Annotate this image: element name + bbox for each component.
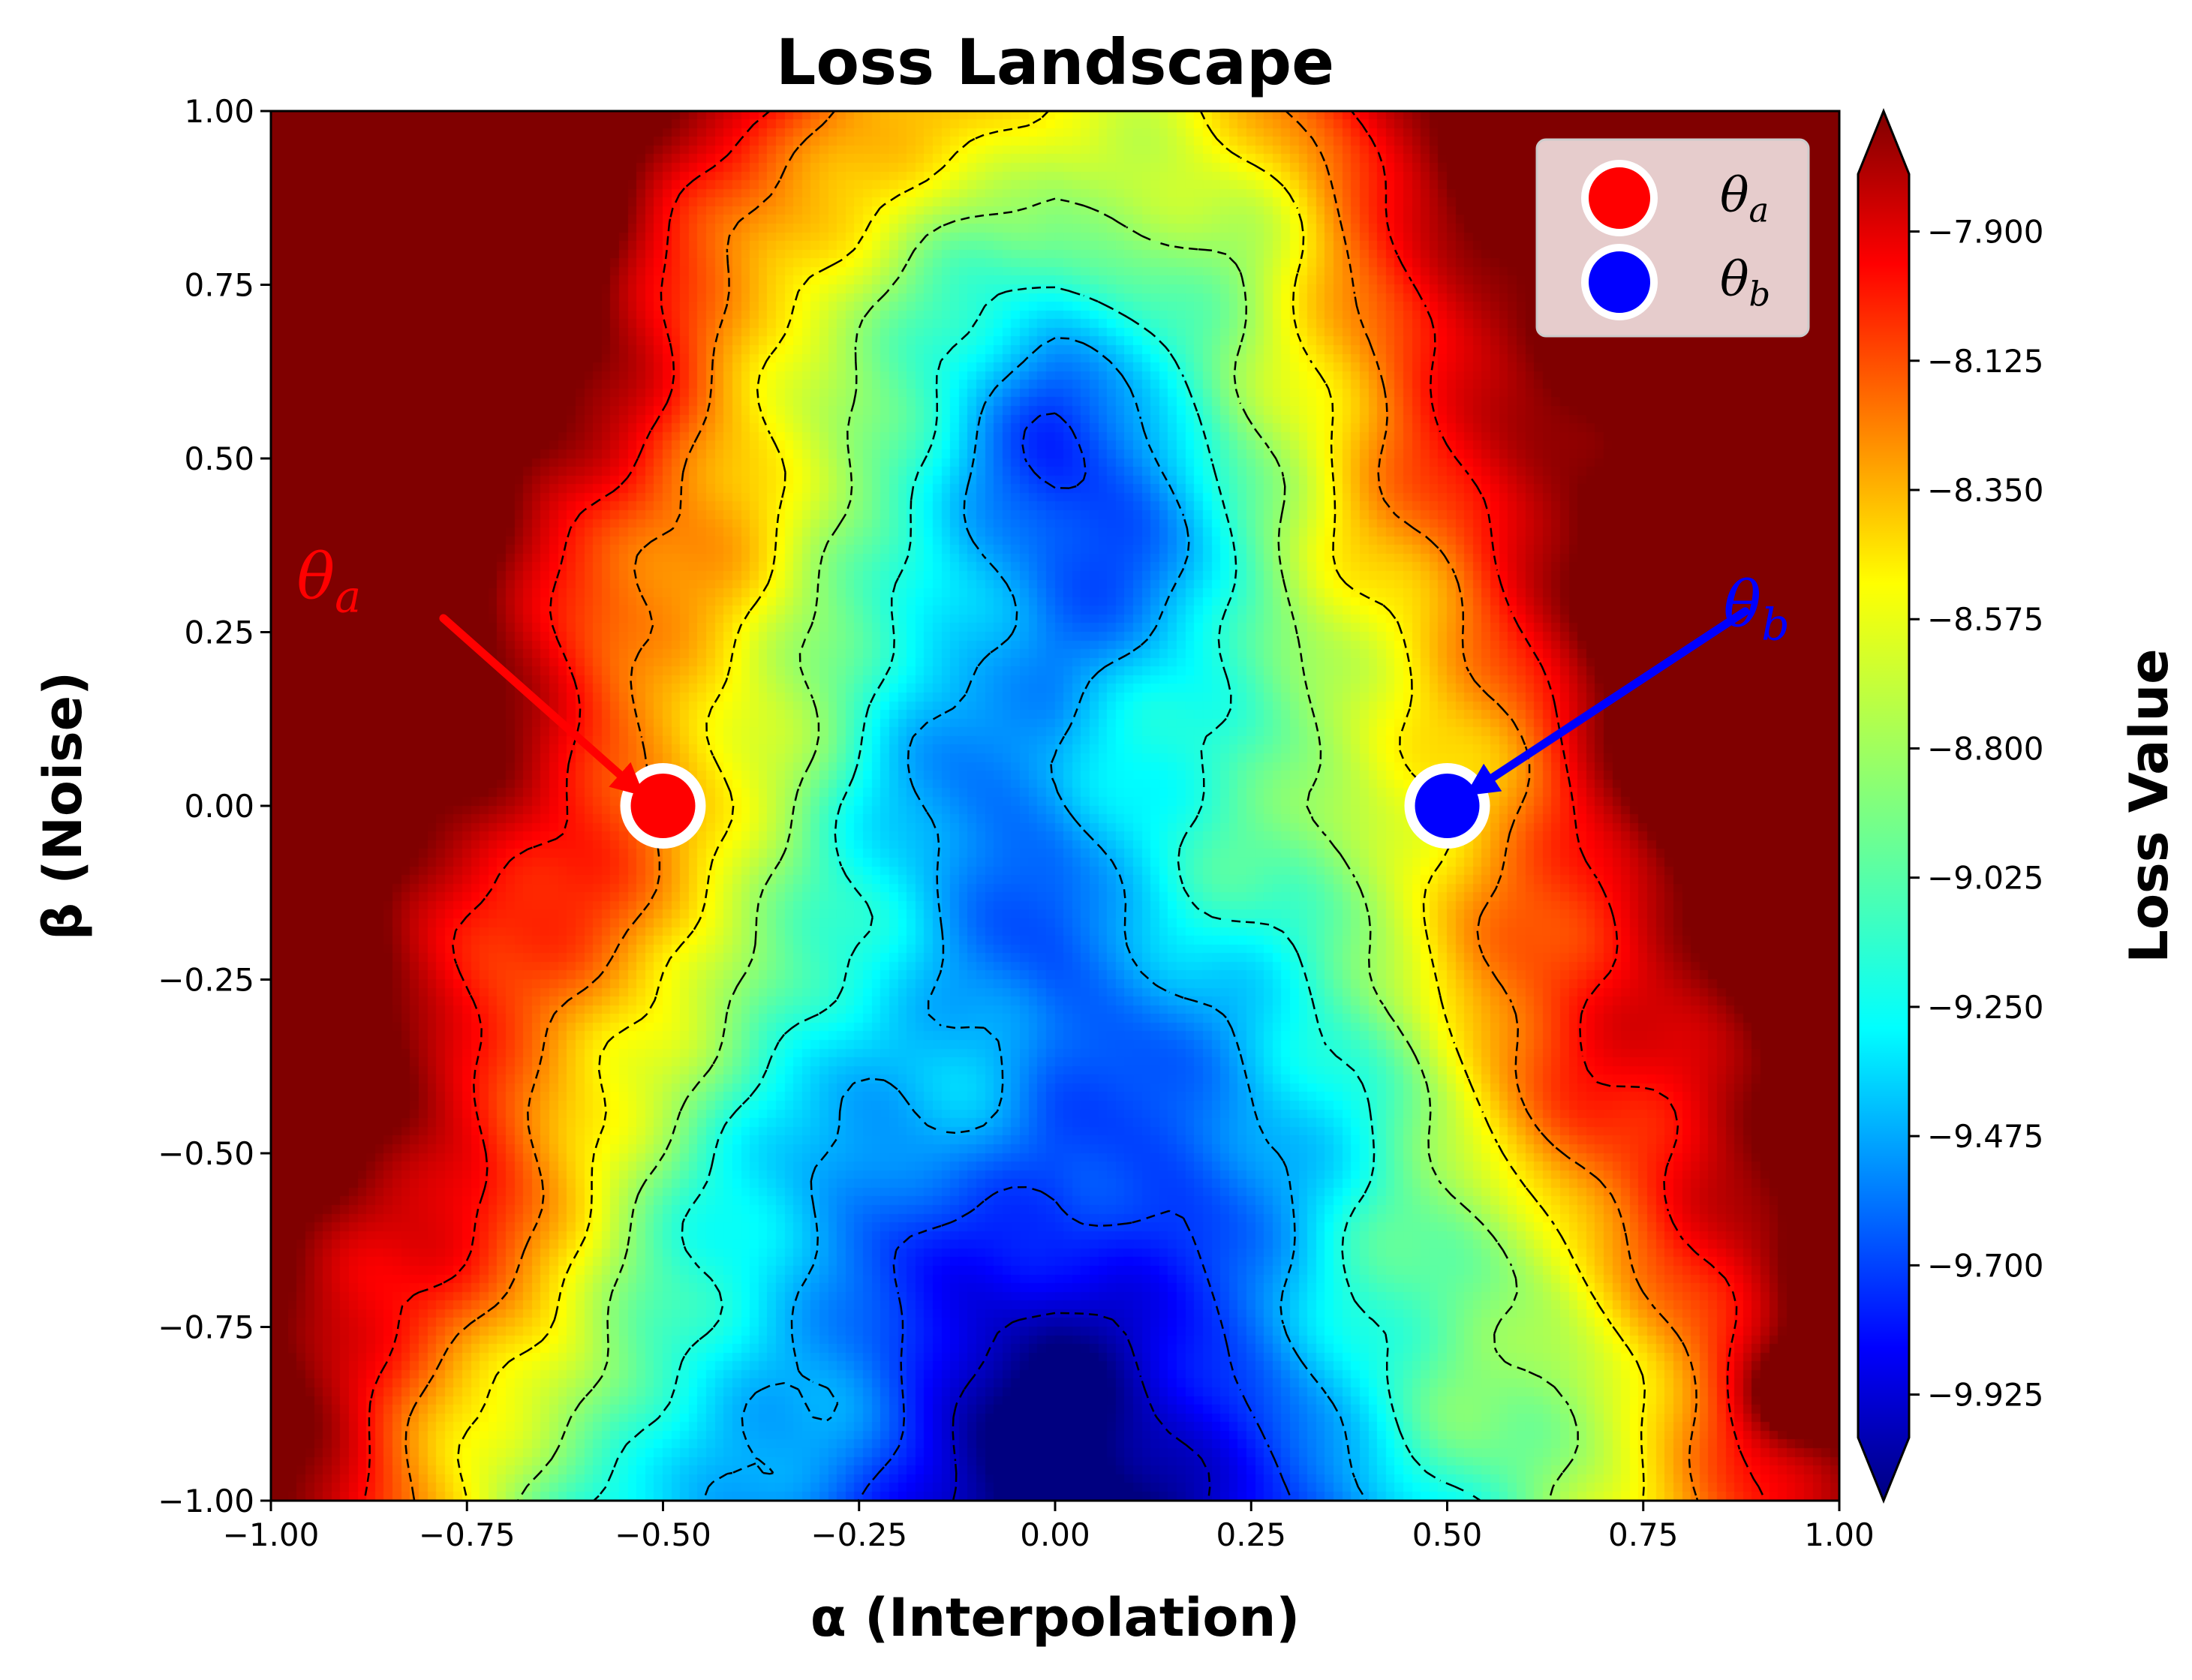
x-axis-label: α (Interpolation) <box>810 1587 1300 1648</box>
y-tick-label: −0.25 <box>158 962 254 999</box>
marker-theta-b <box>1404 763 1490 849</box>
point-annotations: θa θb <box>297 540 1790 797</box>
marker-theta-a <box>620 763 706 849</box>
y-tick-label: 0.75 <box>184 267 254 304</box>
contour-lines <box>363 111 1767 1501</box>
plot-area <box>269 110 1841 1502</box>
colorbar-tick-label: −8.350 <box>1927 472 2043 509</box>
contour-level-6 <box>404 111 1699 1501</box>
colorbar-tick-label: −9.700 <box>1927 1247 2043 1284</box>
contour-level-0 <box>952 1312 1211 1501</box>
annotation-label-b: θb <box>1724 568 1790 651</box>
colorbar-tick-label: −8.125 <box>1927 343 2043 380</box>
x-tick-label: −0.75 <box>419 1516 516 1553</box>
contour-level-2 <box>702 337 1368 1501</box>
contour-level-5 <box>456 111 1646 1501</box>
colorbar-tick-label: −8.575 <box>1927 601 2043 638</box>
x-tick-label: 0.50 <box>1412 1516 1483 1553</box>
legend-marker-b <box>1581 244 1658 320</box>
legend-label-a: θa <box>1720 168 1769 230</box>
y-tick-label: 1.00 <box>184 93 254 130</box>
x-tick-label: 0.00 <box>1020 1516 1090 1553</box>
x-tick-label: −1.00 <box>223 1516 320 1553</box>
y-tick-label: 0.25 <box>184 615 254 651</box>
colorbar-label: Loss Value <box>2118 648 2180 963</box>
colorbar-tick-label: −9.250 <box>1927 989 2043 1026</box>
contour-level-1 <box>857 412 1293 1501</box>
x-tick-label: −0.50 <box>615 1516 711 1553</box>
y-axis-label: β (Noise) <box>32 672 94 940</box>
y-tick-label: −0.50 <box>158 1135 254 1172</box>
colorbar: −7.900 −8.125 −8.350 −8.575 −8.800 −9.025 −9.2… <box>1857 108 2180 1504</box>
annotation-arrow-a <box>439 614 645 797</box>
x-tick-label: 0.25 <box>1216 1516 1286 1553</box>
colorbar-tick-label: −9.925 <box>1927 1377 2043 1414</box>
y-tick-label: −0.75 <box>158 1309 254 1346</box>
colorbar-body <box>1857 108 1911 1504</box>
x-tick-label: −0.25 <box>810 1516 907 1553</box>
contour-level-4 <box>516 197 1579 1501</box>
y-tick-label: 0.00 <box>184 788 254 825</box>
x-tick-label: 1.00 <box>1804 1516 1875 1553</box>
annotation-label-a: θa <box>297 540 362 623</box>
x-axis-ticks: −1.00 −0.75 −0.50 −0.25 0.00 0.25 0.50 0.75 1.00 <box>223 1501 1875 1553</box>
contour-level-3 <box>593 286 1481 1501</box>
annotation-arrow-b <box>1465 607 1750 796</box>
legend-label-b: θb <box>1720 252 1770 314</box>
y-tick-label: −1.00 <box>158 1483 254 1519</box>
legend: θa θb <box>1535 138 1810 338</box>
colorbar-tick-label: −9.025 <box>1927 860 2043 897</box>
y-tick-label: 0.50 <box>184 440 254 477</box>
y-axis-ticks: 1.00 0.75 0.50 0.25 0.00 −0.25 −0.50 −0.75 −1.00 <box>158 93 271 1519</box>
colorbar-tick-label: −9.475 <box>1927 1118 2043 1155</box>
x-tick-label: 0.75 <box>1608 1516 1679 1553</box>
colorbar-tick-label: −8.800 <box>1927 730 2043 767</box>
chart-title: Loss Landscape <box>776 26 1334 99</box>
colorbar-tick-label: −7.900 <box>1927 214 2043 251</box>
legend-marker-a <box>1581 160 1658 236</box>
colorbar-ticks: −7.900 −8.125 −8.350 −8.575 −8.800 −9.025 −9.2… <box>1909 214 2043 1414</box>
